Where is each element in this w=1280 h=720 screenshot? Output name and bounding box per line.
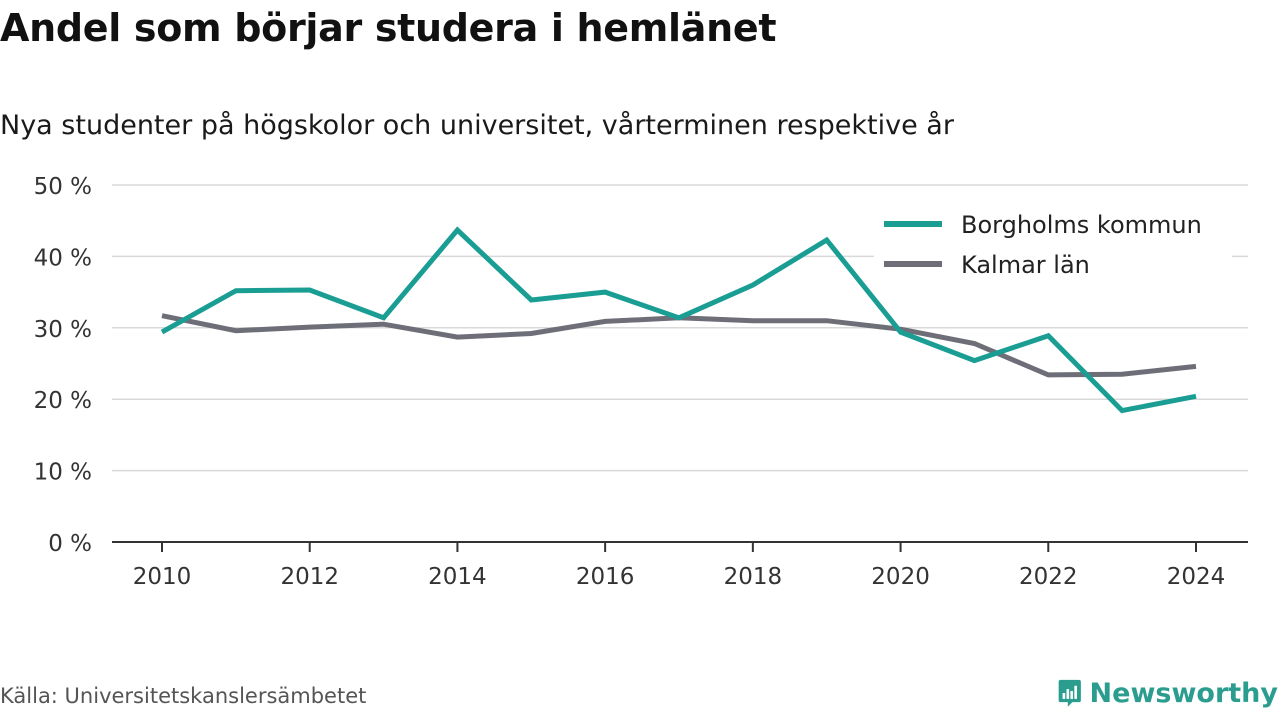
line-chart: 0 % 10 % 20 % 30 % 40 % 50 % 2010 2012 2014 2016 2… (34, 174, 1248, 590)
y-tick-label: 40 % (34, 245, 92, 271)
y-tick-label: 0 % (48, 531, 92, 557)
brand-logo: Newsworthy (1058, 671, 1278, 715)
brand-name: Newsworthy (1089, 677, 1278, 709)
chart-subtitle: Nya studenter på högskolor och universit… (0, 110, 954, 141)
y-tick-label: 50 % (34, 174, 92, 200)
legend-label: Borgholms kommun (961, 211, 1202, 239)
series-line-borgholm (160, 226, 1197, 414)
x-tick-label: 2010 (133, 564, 192, 590)
x-tick-label: 2014 (428, 564, 487, 590)
x-tick-label: 2020 (871, 564, 930, 590)
x-tick-label: 2024 (1167, 564, 1226, 590)
x-tick-label: 2018 (724, 564, 783, 590)
newsworthy-logo-icon (1058, 679, 1081, 707)
x-tick-label: 2016 (576, 564, 635, 590)
x-tick-label: 2022 (1019, 564, 1078, 590)
series-line-kalmar (161, 313, 1197, 378)
y-tick-label: 30 % (34, 317, 92, 343)
source-note: Källa: Universitetskanslersämbetet (0, 684, 367, 708)
y-tick-label: 20 % (34, 388, 92, 414)
x-tick-label: 2012 (280, 564, 339, 590)
legend-label: Kalmar län (961, 251, 1090, 279)
y-tick-label: 10 % (34, 460, 92, 486)
legend-box (874, 200, 1232, 290)
chart-title: Andel som börjar studera i hemlänet (0, 6, 777, 50)
